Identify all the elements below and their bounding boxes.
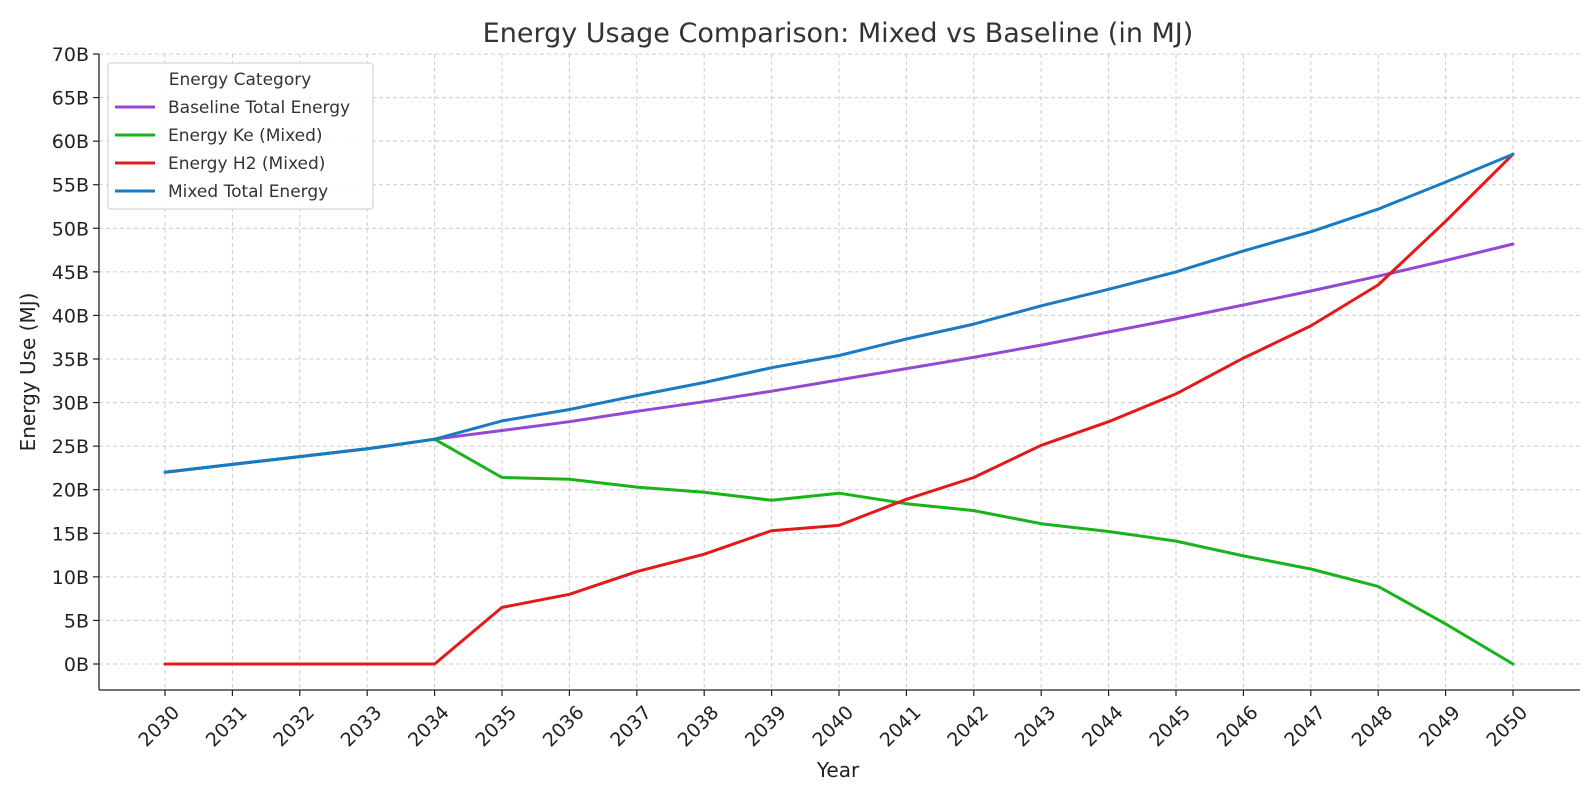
y-tick-label: 5B [64,610,89,632]
legend-label: Baseline Total Energy [168,98,350,118]
y-tick-label: 60B [52,131,89,153]
x-tick-label: 2033 [337,702,387,752]
legend-box [107,62,374,210]
x-tick-label: 2041 [876,702,926,752]
series-lines [163,152,1515,666]
y-tick-label: 15B [52,523,89,545]
x-tick-label: 2030 [134,702,184,752]
legend-label: Mixed Total Energy [168,182,328,202]
y-tick-label: 65B [52,88,89,110]
series-line [163,152,1515,666]
x-tick-label: 2038 [674,702,724,752]
x-tick-label: 2037 [606,702,656,752]
y-tick-label: 20B [52,480,89,502]
legend-label: Energy H2 (Mixed) [168,154,325,174]
x-tick-label: 2048 [1348,702,1398,752]
x-tick-label: 2039 [741,702,791,752]
x-tick-label: 2043 [1011,702,1061,752]
legend-label: Energy Ke (Mixed) [168,126,323,146]
legend-title: Energy Category [169,70,312,90]
x-tick-label: 2031 [202,702,252,752]
x-tick-label: 2036 [539,702,589,752]
y-tick-label: 0B [64,654,89,676]
y-tick-label: 10B [52,567,89,589]
x-tick-label: 2032 [269,702,319,752]
x-tick-label: 2044 [1078,702,1128,752]
y-axis-label: Energy Use (MJ) [16,293,40,452]
x-tick-label: 2035 [471,702,521,752]
series-2 [163,152,1515,666]
y-tick-label: 25B [52,436,89,458]
x-tick-label: 2040 [808,702,858,752]
legend: Energy Category Baseline Total Energy Ene… [107,62,374,210]
series-line [163,152,1515,474]
x-tick-label: 2045 [1145,702,1195,752]
y-tick-label: 55B [52,175,89,197]
y-tick-label: 30B [52,393,89,415]
x-tick-label: 2046 [1213,702,1263,752]
x-tick-label: 2047 [1280,702,1330,752]
y-tick-label: 35B [52,349,89,371]
y-tick-label: 70B [52,44,89,66]
y-tick-label: 40B [52,305,89,327]
x-axis-label: Year [816,758,860,782]
series-3 [163,152,1515,474]
x-tick-label: 2042 [943,702,993,752]
y-tick-label: 45B [52,262,89,284]
y-tick-label: 50B [52,218,89,240]
axes [93,53,1580,696]
grid [99,53,1580,690]
x-tick-label: 2049 [1415,702,1465,752]
x-tick-label: 2034 [404,702,454,752]
x-tick-label: 2050 [1482,702,1532,752]
chart-title: Energy Usage Comparison: Mixed vs Baseli… [483,18,1194,49]
